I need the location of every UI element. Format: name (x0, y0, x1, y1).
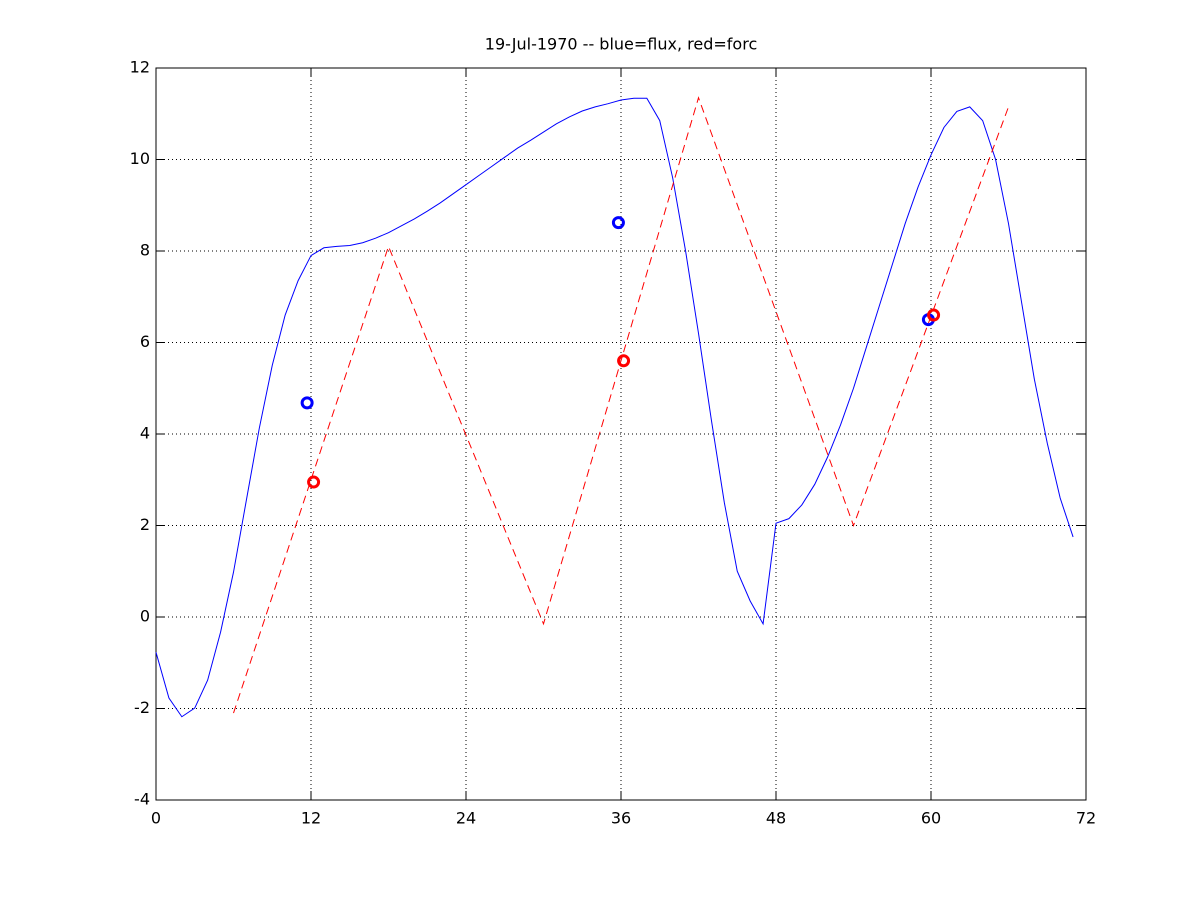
y-tick-label: -2 (134, 698, 150, 717)
data-point (927, 308, 941, 322)
y-tick-label: 10 (130, 149, 150, 168)
data-line (155, 97, 1074, 718)
y-tick-label: 8 (140, 241, 150, 260)
x-tick-label: 72 (1076, 809, 1096, 828)
y-tick-label: 12 (130, 58, 150, 77)
x-tick-label: 48 (766, 809, 786, 828)
data-point (300, 396, 314, 410)
x-tick-label: 0 (151, 809, 161, 828)
plot-frame (155, 67, 1087, 801)
y-tick-label: 4 (140, 424, 150, 443)
data-line (233, 96, 1009, 714)
y-tick-label: 6 (140, 332, 150, 351)
y-tick-label: 0 (140, 607, 150, 626)
chart-title: 19-Jul-1970 -- blue=flux, red=forc (485, 35, 757, 54)
y-tick-label: -4 (134, 790, 150, 809)
data-point (307, 475, 321, 489)
y-tick-label: 2 (140, 515, 150, 534)
x-tick-label: 60 (921, 809, 941, 828)
x-tick-label: 24 (456, 809, 476, 828)
x-tick-label: 36 (611, 809, 631, 828)
data-point (617, 354, 631, 368)
x-tick-label: 12 (301, 809, 321, 828)
data-point (611, 216, 625, 230)
